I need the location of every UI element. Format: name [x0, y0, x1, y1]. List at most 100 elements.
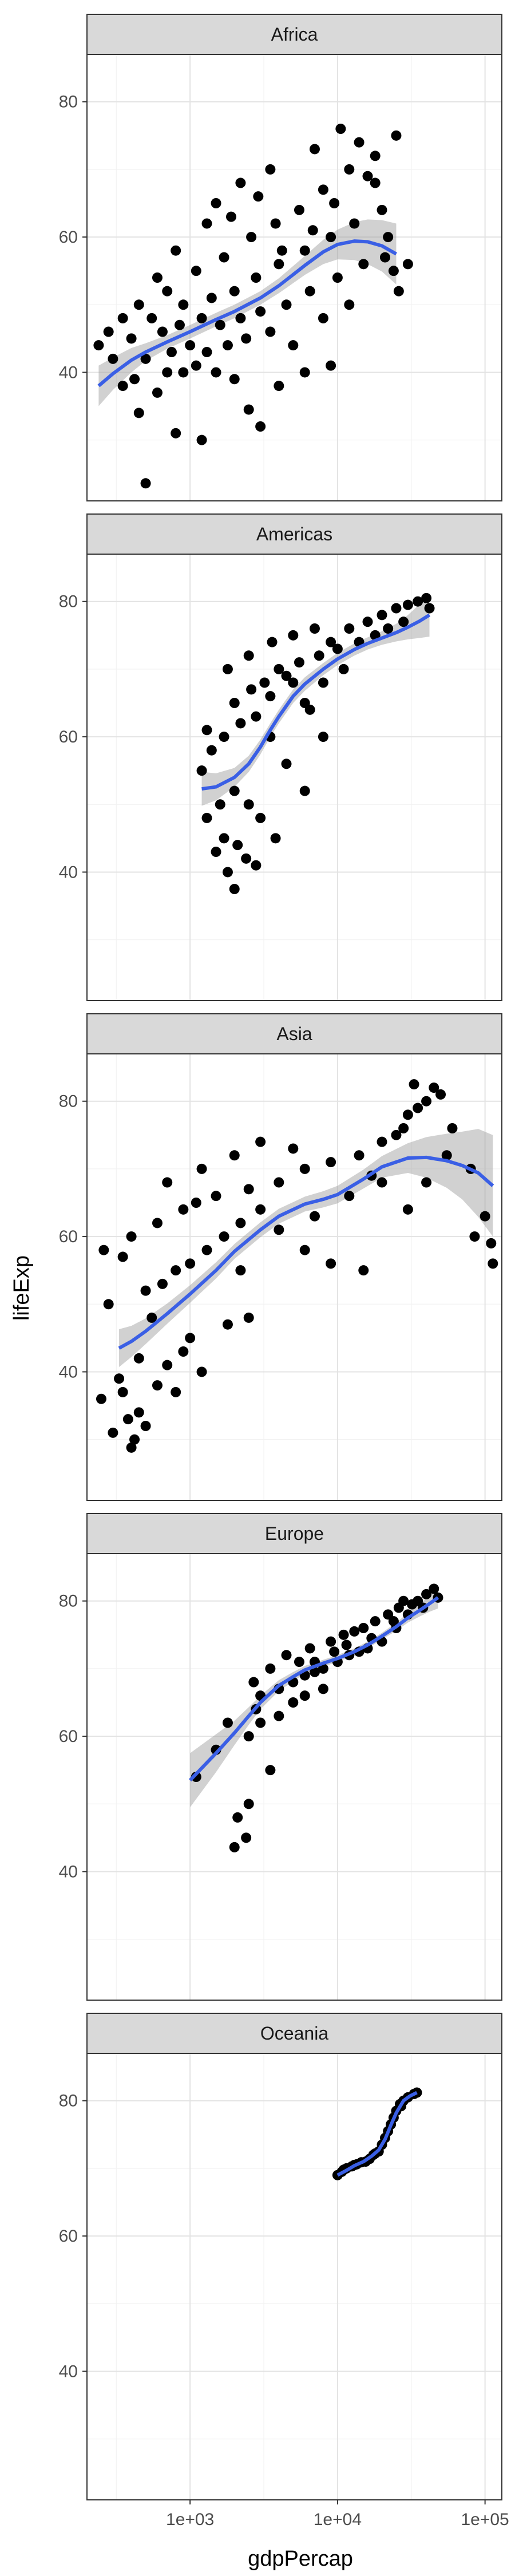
data-point [429, 1082, 439, 1093]
data-point [309, 144, 320, 155]
data-point [108, 353, 118, 364]
data-point [383, 1609, 394, 1620]
data-point [133, 299, 144, 310]
data-point [421, 1177, 432, 1188]
data-point [281, 670, 292, 681]
data-point [377, 610, 387, 621]
panel-background [87, 2053, 502, 2500]
data-point [288, 630, 299, 641]
data-point [133, 1353, 144, 1364]
data-point [174, 319, 185, 330]
data-point [185, 1258, 196, 1269]
panel-background [87, 1054, 502, 1500]
data-point [299, 245, 310, 256]
smooth-confidence-band [98, 219, 397, 406]
data-point [358, 1265, 369, 1276]
data-point [299, 1163, 310, 1174]
data-point [201, 812, 212, 823]
data-point [341, 1639, 352, 1650]
data-point [229, 1150, 240, 1161]
data-point [255, 1136, 266, 1147]
data-point [196, 765, 207, 776]
x-tick-label: 1e+04 [314, 2510, 362, 2529]
data-point [486, 1238, 497, 1249]
data-point [435, 1089, 446, 1100]
data-point [424, 603, 435, 614]
data-point [344, 623, 355, 634]
smooth-confidence-band [119, 1129, 493, 1368]
panel-background [87, 1554, 502, 2000]
data-point [270, 833, 281, 844]
data-point [201, 218, 212, 229]
data-point [358, 259, 369, 270]
data-point [274, 381, 284, 392]
data-point [318, 1684, 328, 1694]
data-point [162, 286, 173, 297]
data-point [377, 204, 387, 215]
data-point [157, 326, 168, 337]
data-point [326, 232, 336, 243]
data-point [447, 1123, 458, 1133]
y-tick-label: 80 [59, 1092, 78, 1111]
data-point [201, 347, 212, 357]
data-point [126, 1442, 137, 1453]
y-tick-label: 80 [59, 2092, 78, 2111]
data-point [421, 592, 432, 603]
data-point [338, 663, 349, 674]
panel-border [86, 1053, 502, 1501]
data-point [243, 1731, 254, 1742]
panel-border [86, 1553, 502, 2001]
data-point [402, 599, 413, 610]
data-point [185, 340, 196, 351]
data-point [309, 1211, 320, 1222]
data-point [108, 1427, 118, 1438]
data-point [276, 245, 287, 256]
data-point [391, 1129, 402, 1140]
data-point [93, 340, 104, 351]
data-point [229, 884, 240, 894]
facet-asia: Asia 40 60 80 [59, 1013, 502, 1501]
data-point [255, 1717, 266, 1728]
data-point [383, 623, 394, 634]
data-point [255, 812, 266, 823]
data-point [178, 1204, 189, 1215]
data-point [215, 799, 225, 810]
data-point [344, 299, 355, 310]
y-tick-label: 40 [59, 1362, 78, 1381]
data-point [288, 340, 299, 351]
smooth-line [97, 239, 397, 388]
data-point [393, 286, 404, 297]
facet-africa: Africa 40 60 80 [59, 14, 502, 501]
data-point [480, 1211, 490, 1222]
data-point [117, 381, 128, 392]
data-point [304, 286, 315, 297]
data-point [122, 1414, 133, 1425]
data-point [326, 1157, 336, 1168]
data-point [299, 1244, 310, 1255]
data-point [235, 1218, 246, 1228]
data-point [241, 853, 252, 864]
data-point [383, 232, 394, 243]
data-point [162, 367, 173, 378]
data-point [307, 225, 318, 236]
data-point [196, 1366, 207, 1377]
data-point [196, 313, 207, 323]
data-point [241, 1832, 252, 1843]
data-point [157, 1278, 168, 1289]
data-point [140, 353, 151, 364]
data-point [229, 1842, 240, 1852]
data-point [265, 326, 276, 337]
data-point [243, 650, 254, 661]
data-point [304, 1643, 315, 1654]
data-point [349, 218, 360, 229]
data-point [265, 1663, 276, 1674]
data-point [229, 374, 240, 385]
y-tick-label: 80 [59, 1592, 78, 1611]
data-point [171, 1265, 181, 1276]
data-point [191, 360, 201, 371]
y-tick-label: 60 [59, 228, 78, 247]
panel-background [87, 554, 502, 1001]
facet-americas: Americas 40 60 80 [59, 513, 502, 1001]
data-point [326, 637, 336, 647]
data-point [281, 299, 292, 310]
